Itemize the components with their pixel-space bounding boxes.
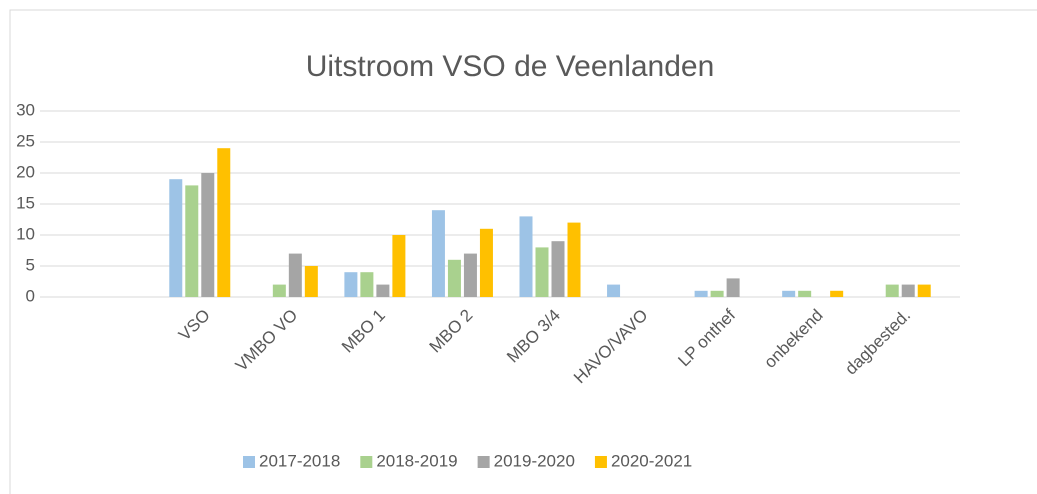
bar <box>479 228 493 297</box>
bar <box>917 284 931 297</box>
legend-swatch <box>594 456 607 468</box>
bar <box>519 216 533 297</box>
bar <box>288 253 302 297</box>
bar <box>376 284 390 297</box>
bar <box>463 253 477 297</box>
bar <box>201 173 215 297</box>
legend-label: 2017-2018 <box>259 451 340 470</box>
bar <box>272 284 286 297</box>
bar <box>360 272 374 297</box>
bar <box>344 272 358 297</box>
bar <box>694 290 708 297</box>
bar <box>169 179 183 297</box>
legend-label: 2020-2021 <box>611 451 692 470</box>
bar <box>782 290 796 297</box>
bar <box>551 241 565 297</box>
bar <box>217 148 231 297</box>
bar <box>535 247 549 297</box>
bar <box>567 222 581 297</box>
bar <box>431 210 445 297</box>
bar <box>710 290 724 297</box>
legend-swatch <box>360 456 373 468</box>
legend-label: 2019-2020 <box>494 451 575 470</box>
bar <box>185 185 199 297</box>
y-tick-label: 30 <box>16 100 35 119</box>
legend-swatch <box>477 456 490 468</box>
bar <box>447 259 461 297</box>
bar <box>607 284 621 297</box>
legend-swatch <box>243 456 255 468</box>
bar <box>798 290 812 297</box>
bar <box>392 235 406 297</box>
y-tick-label: 0 <box>26 286 35 305</box>
chart-title: Uitstroom VSO de Veenlanden <box>306 50 715 83</box>
y-tick-label: 10 <box>16 224 35 243</box>
bar <box>885 284 899 297</box>
bar <box>726 278 740 297</box>
bar <box>830 290 844 297</box>
y-tick-label: 20 <box>16 162 35 181</box>
legend-label: 2018-2019 <box>376 451 457 470</box>
y-tick-label: 5 <box>26 255 35 274</box>
bar <box>304 266 318 297</box>
y-tick-label: 25 <box>16 131 35 150</box>
y-tick-label: 15 <box>16 193 35 212</box>
bar <box>901 284 915 297</box>
